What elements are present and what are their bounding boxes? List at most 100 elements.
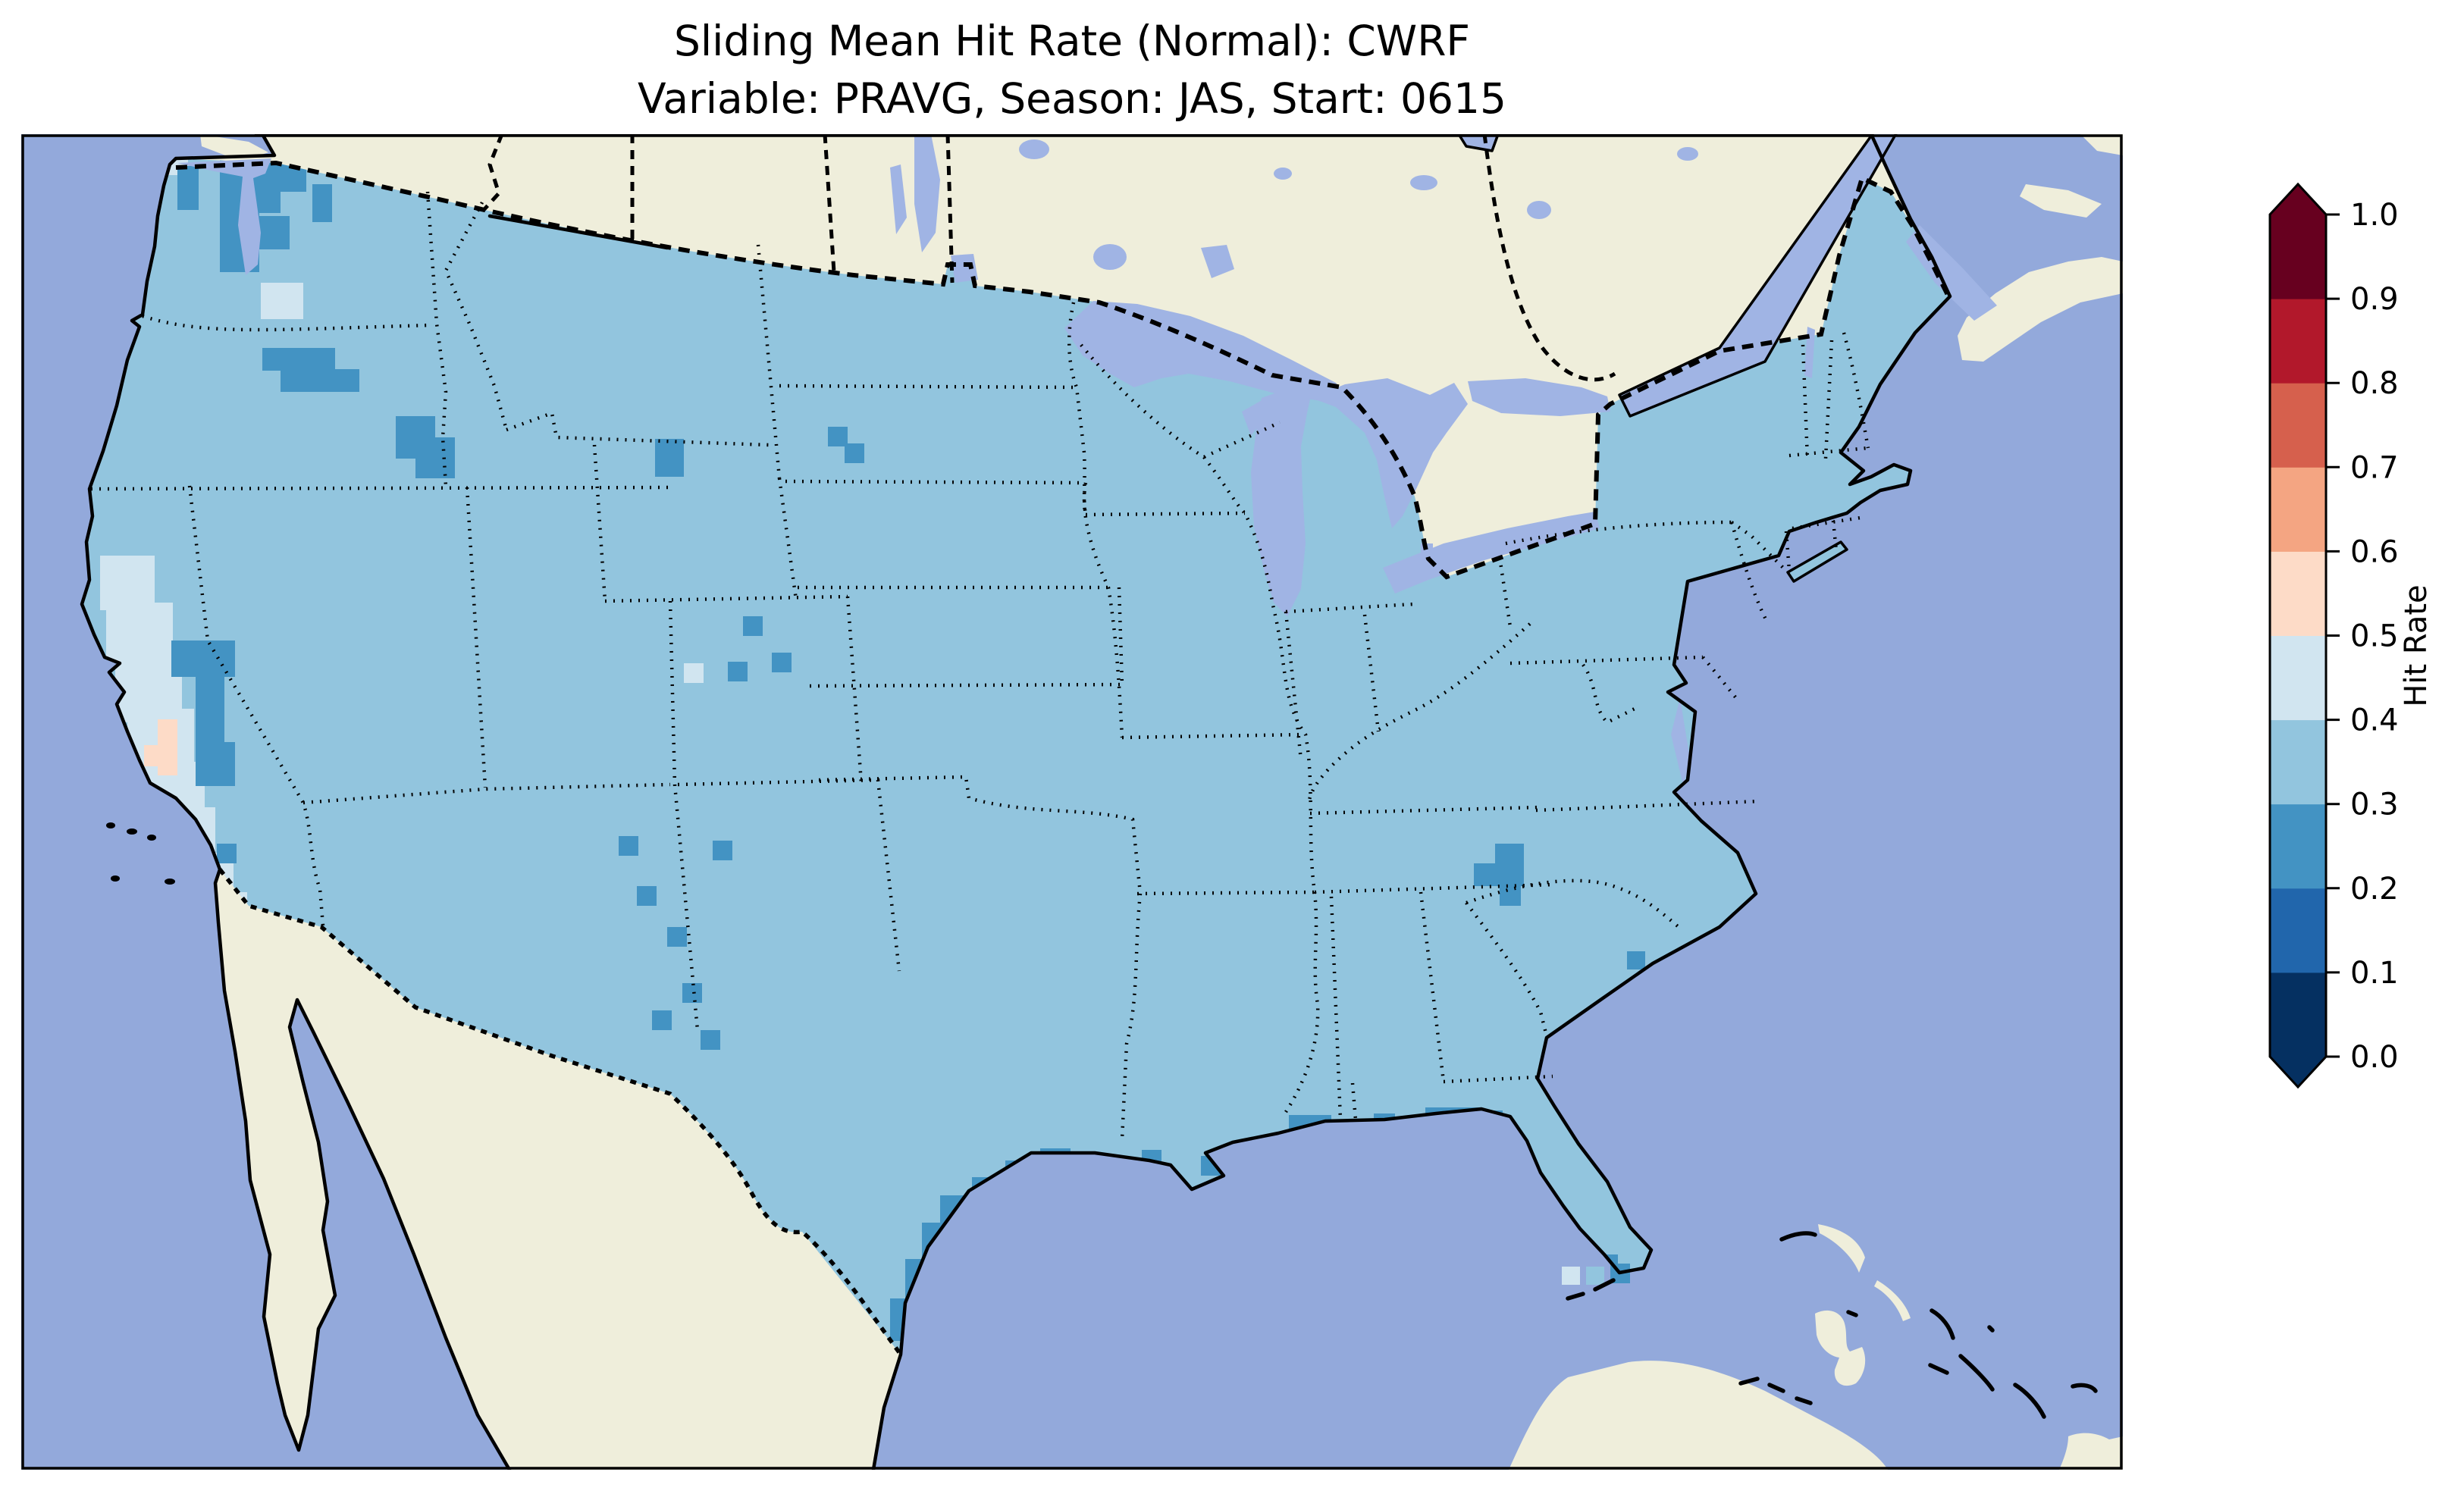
colorbar-segment (2270, 299, 2326, 384)
grid-cell (1474, 863, 1524, 886)
manitoba-ontario-border (945, 134, 955, 283)
nova-scotia (1958, 257, 2123, 362)
grid-cell (177, 166, 199, 210)
channel-island (106, 822, 115, 828)
chesapeake-bay (1671, 698, 1691, 785)
colorbar-over-arrow (2270, 184, 2326, 215)
lake-ontario (1468, 378, 1610, 416)
colorbar-tick-label: 0.5 (2350, 619, 2399, 654)
map-frame (21, 134, 2123, 1470)
colorbar-tick-label: 0.4 (2350, 703, 2399, 738)
grid-cell (845, 443, 864, 463)
canada-lake (1527, 201, 1551, 219)
lake-michigan (1251, 390, 1310, 616)
lake-champlain (1804, 327, 1815, 378)
grid-cell (312, 184, 332, 222)
grid-cell (100, 556, 155, 610)
state-border (1309, 805, 1541, 816)
grid-cell (743, 616, 763, 636)
lake-winnipeg (914, 134, 940, 252)
grid-cell (144, 745, 161, 766)
colorbar-label: Hit Rate (2399, 584, 2434, 706)
border-solid-segment (487, 214, 669, 250)
grid-cell (262, 348, 335, 371)
state-border (142, 314, 431, 332)
state-border (1823, 340, 1834, 459)
grid-cell (1495, 844, 1524, 865)
grid-cell (701, 1030, 720, 1050)
colorbar-segment (2270, 972, 2326, 1057)
colorbar-segment (2270, 635, 2326, 721)
state-border (1203, 420, 1281, 459)
state-border (1831, 520, 1839, 552)
colorbar-tick-label: 0.0 (2350, 1040, 2399, 1075)
grid-cell (171, 641, 235, 677)
colorbar-segment (2270, 803, 2326, 889)
colorbar-segment (2270, 551, 2326, 636)
water-features (177, 134, 1997, 785)
state-border (465, 487, 487, 788)
lake-huron (1312, 378, 1468, 528)
lake-nipigon (1201, 245, 1234, 278)
canada-lake (1019, 139, 1049, 159)
colorbar-tick-label: 0.7 (2350, 450, 2399, 485)
grid-cell (158, 719, 177, 775)
colorbar-tick-label: 1.0 (2350, 198, 2399, 233)
prince-edward-island (2020, 184, 2102, 218)
channel-island (165, 879, 175, 885)
coastlines (80, 134, 2098, 1470)
conus-map (21, 134, 2123, 1470)
grid-cell (415, 437, 455, 478)
province-borders (482, 134, 1616, 382)
grid-cell (106, 603, 173, 665)
state-border (668, 600, 700, 1031)
state-border (1465, 901, 1549, 1037)
cuba (1509, 1361, 1888, 1470)
grid-cell (652, 1010, 672, 1030)
colorbar-tick-label: 0.1 (2350, 956, 2399, 991)
saskatchewan-manitoba-border (823, 134, 836, 273)
grid-cell (196, 742, 235, 786)
james-bay (1457, 134, 1500, 152)
grid-cell (1627, 951, 1645, 969)
grid-cell-keys (1586, 1267, 1604, 1285)
colorbar-tick-label: 0.6 (2350, 534, 2399, 569)
colorbar: 0.0 0.1 0.2 0.3 0.4 0.5 0.6 0.7 0.8 0.9 1.0 Hit Ra… (2268, 182, 2434, 1089)
title-line-2: Variable: PRAVG, Season: JAS, Start: 061… (638, 74, 1506, 123)
channel-island (147, 835, 156, 841)
colorbar-under-arrow (2270, 1057, 2326, 1087)
state-border (1466, 879, 1680, 929)
colorbar-tick-label: 0.8 (2350, 366, 2399, 401)
lake-manitoba (890, 164, 907, 234)
state-border (425, 191, 448, 487)
state-border (592, 444, 607, 602)
bahamas-abaco (1818, 1224, 1865, 1273)
grid-cell (828, 427, 848, 446)
state-border (785, 479, 1086, 485)
grid-cell (261, 283, 303, 319)
state-border (1582, 663, 1636, 725)
colorbar-ticks: 0.0 0.1 0.2 0.3 0.4 0.5 0.6 0.7 0.8 0.9 1.0 (2326, 198, 2399, 1075)
state-border (1497, 556, 1513, 628)
us-canada-border (175, 160, 1951, 580)
state-border (1082, 482, 1124, 738)
state-border (1419, 891, 1446, 1082)
state-border (187, 485, 325, 926)
grid-cell (682, 983, 702, 1003)
grid-cell (684, 663, 704, 683)
hispaniola-corner (2059, 1433, 2123, 1470)
grid-cell (281, 369, 359, 392)
state-border (756, 244, 782, 479)
figure-title: Sliding Mean Hit Rate (Normal): CWRF Var… (638, 12, 1506, 127)
bc-alberta-border (482, 134, 504, 211)
title-line-1: Sliding Mean Hit Rate (Normal): CWRF (673, 17, 1471, 65)
florida-keys (1566, 1278, 1616, 1301)
us-mexico-border (218, 868, 903, 1356)
state-border (1306, 622, 1531, 805)
grid-cell (713, 841, 732, 860)
colorbar-segment (2270, 215, 2326, 299)
canada-lake (1677, 147, 1698, 161)
grid-cell (667, 927, 687, 947)
canada-lake (1093, 244, 1127, 270)
